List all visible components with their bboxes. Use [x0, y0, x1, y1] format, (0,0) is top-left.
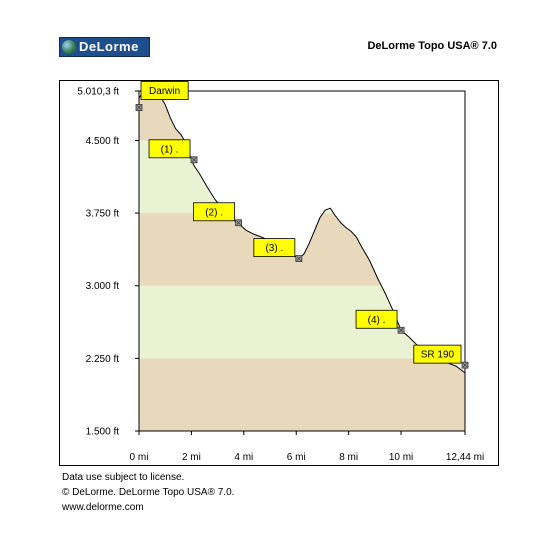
- waypoint-2[interactable]: (2) .: [193, 202, 242, 227]
- waypoint-markers: Darwin (1) . (2) . (3) . (4) . SR 190: [135, 81, 469, 369]
- y-tick-label: 5.010,3 ft: [77, 87, 119, 98]
- y-tick-label: 1.500 ft: [86, 427, 120, 438]
- x-tick-label: 6 mi: [287, 452, 306, 463]
- y-tick-label: 2.250 ft: [86, 354, 120, 365]
- y-tick-label: 3.750 ft: [86, 209, 120, 220]
- waypoint-label: (1) .: [161, 144, 179, 155]
- y-tick-label: 3.000 ft: [86, 281, 120, 292]
- x-tick-label: 4 mi: [234, 452, 253, 463]
- x-tick-label: 12,44 mi: [446, 452, 484, 463]
- waypoint-4[interactable]: (4) .: [355, 309, 405, 334]
- y-tick-label: 4.500 ft: [86, 136, 120, 147]
- waypoint-label: (2) .: [205, 207, 223, 218]
- delorme-logo: DeLorme: [59, 37, 150, 57]
- waypoint-label-box: [148, 139, 191, 159]
- product-title: DeLorme Topo USA® 7.0: [367, 40, 497, 52]
- waypoint-3[interactable]: (3) .: [253, 238, 303, 262]
- waypoint-0[interactable]: Darwin: [135, 81, 189, 111]
- waypoint-label-box: [253, 238, 296, 257]
- y-axis-ticks: 1.500 ft 2.250 ft 3.000 ft 3.750 ft 4.500 ft…: [77, 87, 139, 438]
- waypoint-5[interactable]: SR 190: [413, 344, 469, 369]
- waypoint-label-box: [140, 81, 189, 100]
- license-note: Data use subject to license.: [62, 472, 185, 483]
- waypoint-label: (4) .: [368, 315, 386, 326]
- chart-frame: [59, 80, 499, 466]
- x-tick-label: 10 mi: [389, 452, 413, 463]
- x-tick-label: 2 mi: [182, 452, 201, 463]
- waypoint-label: SR 190: [421, 350, 455, 361]
- waypoint-label: Darwin: [149, 86, 180, 97]
- globe-icon: [62, 40, 76, 54]
- elevation-band-0: [139, 358, 465, 431]
- copyright-note: © DeLorme. DeLorme Topo USA® 7.0.: [62, 487, 235, 498]
- logo-text: DeLorme: [79, 39, 139, 54]
- x-axis-ticks: 0 mi 2 mi 4 mi 6 mi 8 mi 10 mi 12,44 mi: [130, 431, 484, 463]
- x-tick-label: 0 mi: [130, 452, 149, 463]
- waypoint-label-box: [413, 344, 462, 364]
- elevation-band-2: [139, 213, 465, 286]
- footer: Data use subject to license. © DeLorme. …: [62, 470, 234, 515]
- waypoint-label-box: [355, 309, 398, 329]
- waypoint-label-box: [193, 202, 235, 222]
- waypoint-label: (3) .: [265, 243, 283, 254]
- plot-border: [138, 90, 466, 432]
- website-link[interactable]: www.delorme.com: [62, 502, 144, 513]
- x-tick-label: 8 mi: [339, 452, 358, 463]
- waypoint-1[interactable]: (1) .: [148, 139, 198, 164]
